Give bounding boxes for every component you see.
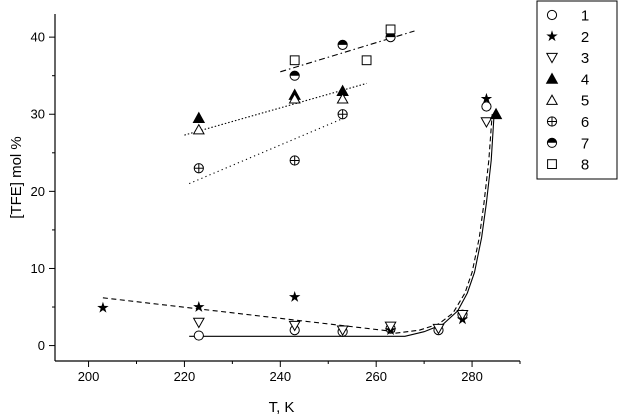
x-tick-label: 220	[174, 369, 196, 384]
legend-label: 3	[581, 50, 589, 67]
data-point	[192, 123, 205, 135]
legend-marker	[545, 94, 559, 105]
data-point	[336, 325, 349, 337]
data-point	[336, 92, 349, 104]
legend-marker	[545, 72, 559, 84]
legend-entry: 5	[545, 93, 589, 110]
data-point	[288, 291, 301, 302]
legend-label: 5	[581, 93, 589, 110]
legend-label: 1	[581, 8, 589, 25]
legend-marker	[546, 137, 558, 148]
data-point	[193, 163, 204, 174]
data-point	[489, 107, 503, 120]
y-tick-label: 20	[31, 184, 45, 199]
legend: 1 2 3 4 5 6 7 8	[536, 0, 618, 180]
legend-label: 8	[581, 157, 589, 174]
series-7	[289, 32, 396, 81]
x-tick-label: 260	[365, 369, 387, 384]
fit-line-dashed-curve	[395, 114, 493, 334]
legend-entry: 8	[547, 157, 589, 174]
x-tick-label: 200	[78, 369, 100, 384]
plot-area	[97, 24, 503, 341]
legend-entry: 7	[546, 135, 589, 152]
y-tick-label: 10	[31, 261, 45, 276]
data-point	[337, 109, 348, 120]
data-point	[288, 92, 301, 104]
data-point	[480, 117, 493, 128]
legend-entry: 3	[545, 50, 589, 67]
fit-line-sparse-dotted	[188, 116, 348, 185]
data-point	[289, 70, 300, 81]
series-6	[193, 109, 348, 174]
data-point	[385, 24, 396, 35]
legend-marker	[547, 159, 557, 169]
data-point	[288, 320, 301, 332]
data-point	[289, 55, 300, 66]
legend-marker	[545, 52, 559, 64]
data-point	[337, 39, 348, 50]
legend-label: 7	[581, 135, 589, 152]
legend-entry: 1	[546, 8, 589, 25]
axes: 200 220 240 260 280 0 10 20 30 40 T, K [TFE] mol %	[8, 14, 521, 416]
x-tick-label: 240	[269, 369, 291, 384]
data-point	[384, 321, 397, 333]
legend-label: 6	[581, 114, 589, 131]
legend-marker	[546, 9, 558, 21]
data-point	[289, 155, 300, 166]
fit-line-solid-curve	[189, 114, 495, 337]
legend-marker	[546, 30, 558, 42]
series-1	[193, 101, 492, 341]
legend-entry: 4	[545, 71, 589, 88]
legend-marker	[546, 116, 558, 127]
legend-box	[536, 0, 618, 180]
y-tick-label: 30	[31, 107, 45, 122]
legend-label: 2	[581, 29, 589, 46]
x-tick-label: 280	[461, 369, 483, 384]
legend-entry: 2	[546, 29, 589, 46]
fit-line-dashed	[102, 297, 396, 333]
series-2	[97, 92, 493, 336]
series-3	[192, 117, 493, 337]
fit-line-dash-dot	[280, 30, 415, 73]
data-point	[192, 111, 206, 123]
data-point	[361, 55, 372, 66]
data-point	[193, 330, 204, 341]
legend-entry: 6	[546, 114, 589, 131]
data-point	[192, 317, 205, 329]
y-tick-label: 0	[38, 338, 45, 353]
series-8	[289, 24, 396, 66]
data-point	[456, 310, 469, 321]
data-point	[481, 101, 492, 112]
data-point	[97, 301, 109, 313]
data-point	[193, 301, 205, 312]
y-tick-label: 40	[31, 30, 45, 45]
series-5	[192, 92, 349, 135]
x-axis-title: T, K	[269, 399, 295, 416]
data-point	[432, 323, 445, 335]
fit-line-dotted	[184, 82, 367, 136]
data-point	[480, 92, 493, 104]
y-axis-title: [TFE] mol %	[8, 136, 25, 219]
legend-label: 4	[581, 71, 589, 88]
